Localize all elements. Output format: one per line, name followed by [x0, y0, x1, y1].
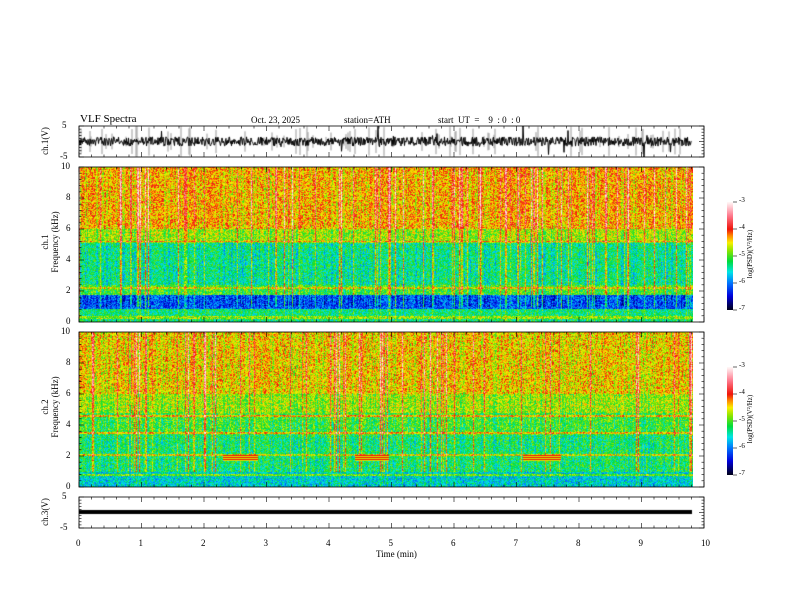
y-tick-label: 10 [61, 161, 70, 171]
colorbar-tick-label: -7 [739, 304, 745, 312]
y-tick-label: 2 [66, 450, 71, 460]
y-tick-label: 4 [66, 254, 71, 264]
colorbar-tick-label: -6 [739, 442, 745, 450]
ch3-waveform-plot [79, 497, 704, 528]
ch1-spectrogram [79, 167, 693, 322]
y-tick-label: 8 [66, 192, 71, 202]
colorbar-tick-label: -3 [739, 196, 745, 204]
x-tick-label: 0 [76, 538, 81, 548]
ch1-ylabel: ch.1(V) [40, 127, 50, 155]
ch2-spec-ylabel: ch.2 Frequency (kHz) [40, 362, 60, 452]
station-label: station=ATH [344, 115, 391, 125]
ch2-colorbar [727, 367, 733, 475]
y-tick-label: 0 [66, 481, 71, 491]
x-tick-label: 4 [326, 538, 331, 548]
ch1-spec-ylabel-line1: ch.1 [40, 234, 50, 250]
x-tick-label: 2 [201, 538, 206, 548]
colorbar-tick-label: -5 [739, 415, 745, 423]
y-tick-label: 6 [66, 223, 71, 233]
date-label: Oct. 23, 2025 [251, 115, 300, 125]
colorbar-tick-label: -6 [739, 277, 745, 285]
start-time-label: start UT = 9 : 0 : 0 [438, 115, 521, 125]
x-tick-label: 8 [576, 538, 581, 548]
colorbar-tick-label: -3 [739, 361, 745, 369]
ch1-spec-ylabel-line2: Frequency (kHz) [50, 211, 60, 273]
y-tick-label: 6 [66, 388, 71, 398]
y-tick-label: 4 [66, 419, 71, 429]
x-axis-label: Time (min) [376, 549, 417, 559]
x-tick-label: 5 [388, 538, 394, 548]
y-tick-label: 10 [61, 326, 70, 336]
y-tick-label: 0 [66, 316, 71, 326]
y-tick-label: 5 [62, 120, 67, 130]
ch1-colorbar-label: log(PSD)(V²/Hz) [746, 229, 754, 279]
x-tick-label: 9 [638, 538, 644, 548]
ch1-colorbar [727, 202, 733, 310]
y-tick-label: 5 [62, 491, 67, 501]
y-tick-label: 2 [66, 285, 71, 295]
panel-frame [78, 331, 705, 488]
y-tick-label: 8 [66, 357, 71, 367]
x-tick-label: 1 [138, 538, 144, 548]
ch3-ylabel: ch.3(V) [40, 498, 50, 526]
ch2-spec-ylabel-line2: Frequency (kHz) [50, 376, 60, 438]
panel-frame [78, 166, 705, 323]
colorbar-tick-label: -7 [739, 469, 745, 477]
figure-title: VLF Spectra [80, 113, 137, 125]
ch2-colorbar-label: log(PSD)(V²/Hz) [746, 394, 754, 444]
ch2-spec-ylabel-line1: ch.2 [40, 399, 50, 415]
y-tick-label: -5 [60, 151, 68, 161]
x-tick-label: 7 [513, 538, 519, 548]
colorbar-tick-label: -4 [739, 388, 745, 396]
ch2-spectrogram [79, 332, 693, 487]
colorbar-tick-label: -4 [739, 223, 745, 231]
ch1-spec-ylabel: ch.1 Frequency (kHz) [40, 197, 60, 287]
x-tick-label: 3 [263, 538, 269, 548]
x-tick-label: 6 [451, 538, 456, 548]
y-tick-label: -5 [60, 522, 68, 532]
x-tick-label: 10 [701, 538, 710, 548]
ch1-waveform-plot [79, 126, 704, 157]
colorbar-tick-label: -5 [739, 250, 745, 258]
